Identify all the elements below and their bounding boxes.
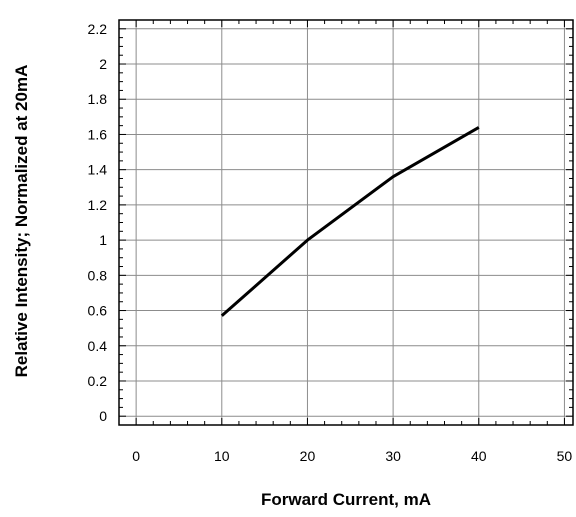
grid (119, 20, 573, 425)
x-tick-label: 50 (557, 448, 573, 464)
x-tick-label: 20 (300, 448, 316, 464)
y-tick-label: 0.4 (88, 338, 108, 354)
x-axis-title: Forward Current, mA (261, 490, 431, 509)
y-tick-label: 1.2 (88, 197, 108, 213)
y-tick-label: 1.6 (88, 126, 108, 142)
y-tick-label: 0.8 (88, 267, 108, 283)
y-tick-label: 1.8 (88, 91, 108, 107)
series-group (220, 126, 480, 317)
y-tick-label: 1.4 (88, 162, 108, 178)
y-tick-label: 2 (99, 56, 107, 72)
x-tick-label: 0 (132, 448, 140, 464)
x-tick-label: 10 (214, 448, 230, 464)
y-axis-title: Relative Intensity; Normalized at 20mA (12, 65, 31, 378)
x-tick-label: 40 (471, 448, 487, 464)
y-tick-label: 2.2 (88, 21, 108, 37)
series-line (220, 126, 480, 317)
y-tick-label: 1 (99, 232, 107, 248)
y-tick-label: 0.2 (88, 373, 108, 389)
y-tick-label: 0.6 (88, 303, 108, 319)
y-tick-labels: 0 0.2 0.4 0.6 0.8 1 1.2 1.4 1.6 1.8 2 2.2 (88, 21, 108, 424)
x-tick-label: 30 (385, 448, 401, 464)
plot-frame (118, 19, 574, 426)
y-tick-label: 0 (99, 408, 107, 424)
tick-marks (118, 20, 573, 425)
x-tick-labels: 0 10 20 30 40 50 (132, 448, 572, 464)
